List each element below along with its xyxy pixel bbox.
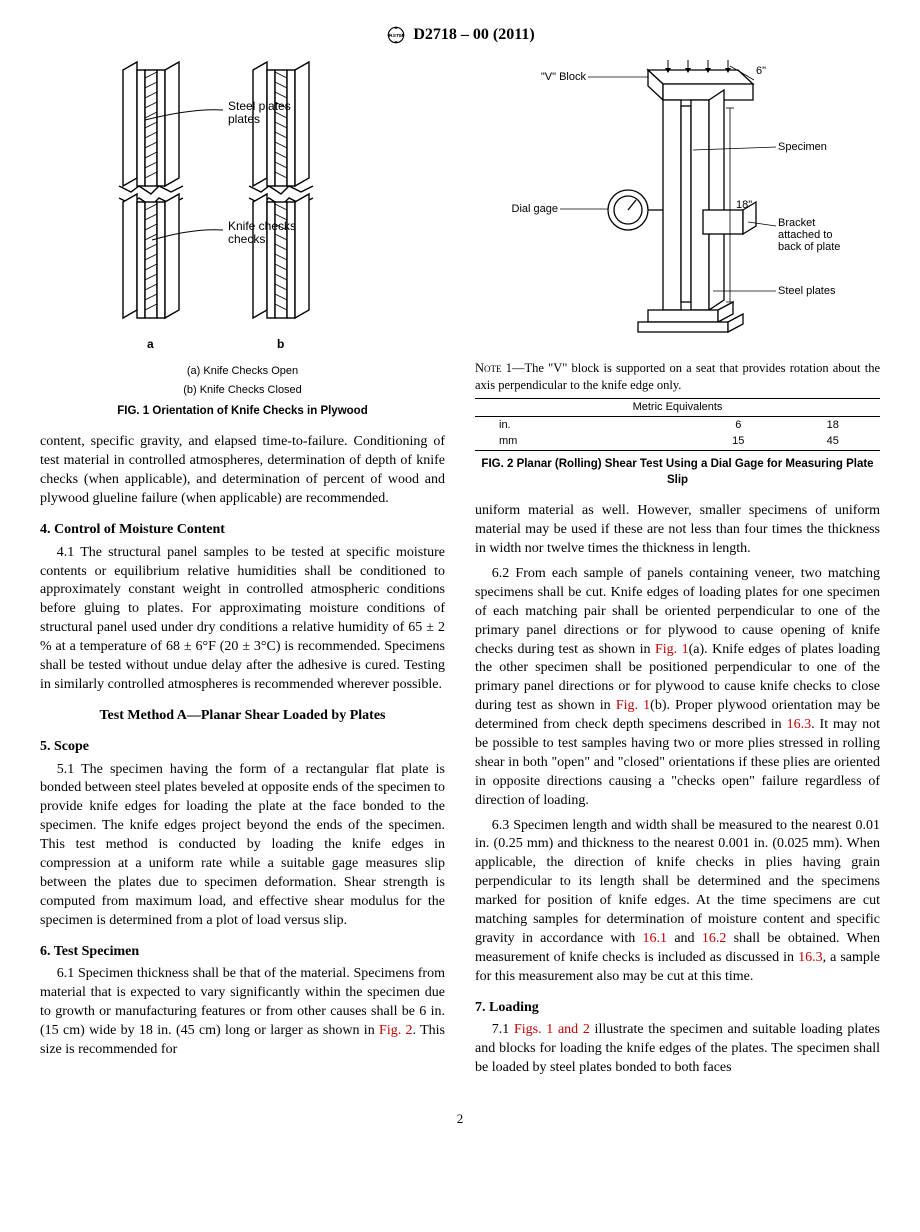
para-6-1: 6.1 Specimen thickness shall be that of … [40,965,445,1059]
metric-title: Metric Equivalents [475,398,880,416]
xref-fig1-a[interactable]: Fig. 1 [655,642,689,657]
method-a-heading: Test Method A—Planar Shear Loaded by Pla… [40,707,445,726]
xref-16-1[interactable]: 16.1 [643,931,668,946]
figure-2: "V" Block 6" Specimen Dial gage 18" Brac… [475,60,880,350]
para-6-3: 6.3 Specimen length and width shall be m… [475,817,880,987]
section-5-heading: 5. Scope [40,738,445,757]
xref-16-2[interactable]: 16.2 [702,931,727,946]
section-6-heading: 6. Test Specimen [40,943,445,962]
xref-fig1-b[interactable]: Fig. 1 [616,698,650,713]
fig2-dial-label: Dial gage [511,203,557,215]
right-column: "V" Block 6" Specimen Dial gage 18" Brac… [475,60,880,1084]
fig1-knife-label: Knife checks [228,219,296,233]
fig1-caption: FIG. 1 Orientation of Knife Checks in Pl… [40,404,445,420]
fig1-sub-a: (a) Knife Checks Open [40,364,445,379]
fig2-caption: FIG. 2 Planar (Rolling) Shear Test Using… [475,457,880,488]
astm-logo-icon: ASTM [385,24,407,46]
metric-equivalents-table: Metric Equivalents in. 6 18 mm 15 45 [475,398,880,452]
figure-1: Steel plates plates Knife checks checks … [40,60,445,419]
svg-text:attached to: attached to [778,229,832,241]
fig1-mark-b: b [277,337,284,351]
xref-fig2[interactable]: Fig. 2 [379,1023,413,1038]
page-number: 2 [40,1110,880,1128]
para-4-1: 4.1 The structural panel samples to be t… [40,544,445,695]
fig2-note: Note 1—The "V" block is supported on a s… [475,360,880,394]
svg-text:plates: plates [228,112,260,126]
left-column: Steel plates plates Knife checks checks … [40,60,445,1084]
fig2-specimen-label: Specimen [778,141,827,153]
xref-16-3[interactable]: 16.3 [787,717,812,732]
svg-text:ASTM: ASTM [388,33,404,39]
xref-figs-1-2[interactable]: Figs. 1 and 2 [514,1022,590,1037]
fig2-vblock-label: "V" Block [540,71,586,83]
fig2-dim18: 18" [736,199,752,211]
fig2-dim6: 6" [756,65,766,77]
para-continuation: content, specific gravity, and elapsed t… [40,433,445,509]
para-7-1: 7.1 Figs. 1 and 2 illustrate the specime… [475,1021,880,1078]
fig1-mark-a: a [147,337,154,351]
xref-16-3b[interactable]: 16.3 [798,950,823,965]
section-7-heading: 7. Loading [475,999,880,1018]
designation-text: D2718 – 00 (2011) [413,24,534,46]
fig2-plates-label: Steel plates [778,285,836,297]
para-6-1-cont: uniform material as well. However, small… [475,502,880,559]
svg-text:back of plate: back of plate [778,241,840,253]
fig1-steel-label: Steel plates [228,99,291,113]
section-4-heading: 4. Control of Moisture Content [40,521,445,540]
svg-text:checks: checks [228,232,265,246]
page-header: ASTM D2718 – 00 (2011) [40,24,880,46]
para-5-1: 5.1 The specimen having the form of a re… [40,761,445,931]
fig2-bracket-label: Bracket [778,217,815,229]
para-6-2: 6.2 From each sample of panels containin… [475,565,880,811]
fig1-sub-b: (b) Knife Checks Closed [40,383,445,398]
